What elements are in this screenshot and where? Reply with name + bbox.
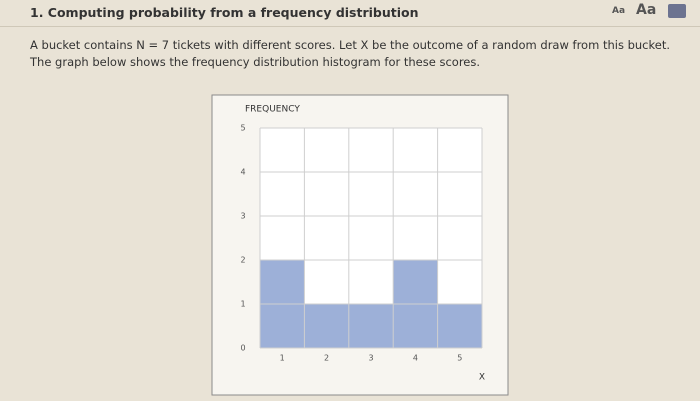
x-tick-label: 3: [368, 354, 373, 363]
tool-icon[interactable]: [668, 4, 686, 18]
x-tick-label: 2: [324, 354, 329, 363]
x-tick-label: 5: [457, 354, 462, 363]
y-axis-label: FREQUENCY: [245, 105, 300, 115]
y-tick-label: 0: [240, 344, 245, 353]
y-tick-label: 3: [240, 212, 245, 221]
bar: [437, 304, 482, 348]
bar: [348, 304, 394, 348]
x-axis-label: X: [479, 373, 485, 383]
x-tick-label: 1: [280, 354, 285, 363]
question-header: 1. Computing probability from a frequenc…: [0, 0, 700, 27]
font-size-small[interactable]: Aa: [612, 6, 626, 16]
y-tick-label: 2: [240, 256, 245, 265]
y-tick-label: 5: [240, 124, 245, 133]
bar: [304, 304, 349, 348]
x-tick-label: 4: [413, 354, 418, 363]
y-tick-label: 1: [240, 300, 245, 309]
question-text: A bucket contains N = 7 tickets with dif…: [30, 38, 670, 69]
y-tick-label: 4: [240, 168, 245, 177]
question-title: 1. Computing probability from a frequenc…: [30, 5, 419, 20]
font-size-large[interactable]: Aa: [636, 2, 657, 18]
